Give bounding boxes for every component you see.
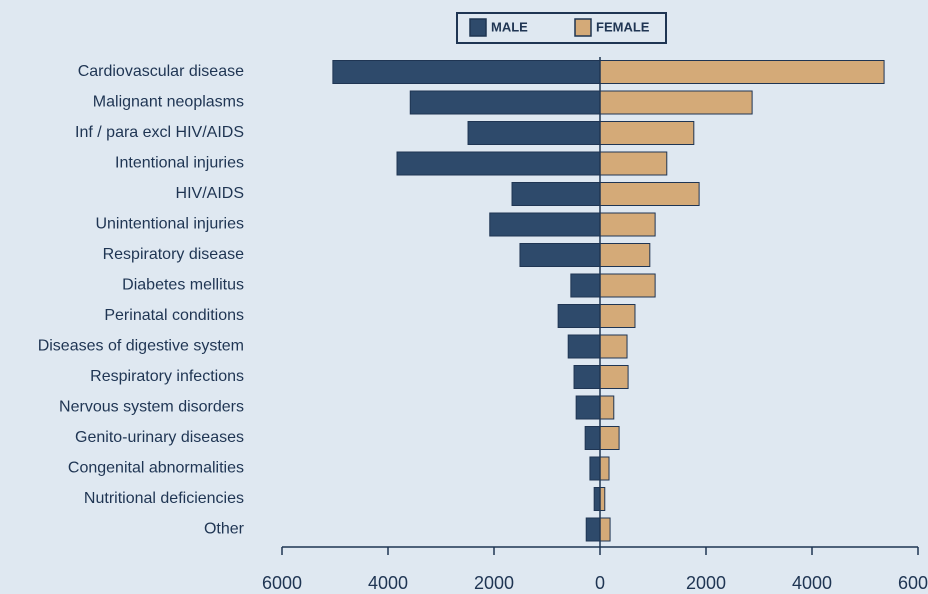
category-label: Unintentional injuries: [95, 216, 244, 233]
category-label: Diseases of digestive system: [38, 338, 244, 355]
category-label: Other: [204, 521, 245, 538]
bar: [599, 395, 615, 420]
category-label: Cardiovascular disease: [78, 63, 244, 80]
bar: [519, 243, 601, 267]
category-label: Inf / para excl HIV/AIDS: [75, 124, 244, 141]
legend-swatch: [574, 18, 592, 37]
category-label: Diabetes mellitus: [122, 277, 244, 294]
x-tick-label: 6000: [262, 573, 302, 593]
bar: [593, 487, 601, 511]
bar: [585, 517, 601, 542]
bar: [584, 426, 601, 450]
x-tick-label: 2000: [474, 573, 514, 593]
legend-label: FEMALE: [596, 19, 650, 34]
bar: [409, 90, 601, 115]
x-tick-label: 4000: [792, 573, 832, 593]
bar: [599, 365, 629, 389]
bar: [567, 334, 601, 359]
bar: [599, 304, 636, 328]
bar: [557, 304, 601, 328]
category-label: Nutritional deficiencies: [84, 490, 244, 507]
x-tick-label: 4000: [368, 573, 408, 593]
bar: [599, 426, 620, 450]
bar: [489, 212, 601, 237]
bar: [599, 243, 651, 267]
bar: [599, 456, 610, 481]
legend-swatch: [469, 18, 487, 37]
bar: [599, 121, 695, 145]
legend: MALE FEMALE: [456, 12, 667, 44]
bar: [599, 273, 656, 298]
bar: [589, 456, 601, 481]
bar: [599, 517, 611, 542]
x-tick-label: 2000: [686, 573, 726, 593]
bar: [511, 182, 601, 206]
x-tick-label: 6000: [898, 573, 928, 593]
bar: [599, 334, 628, 359]
category-label: Intentional injuries: [115, 155, 244, 172]
category-label: HIV/AIDS: [176, 185, 244, 202]
category-label: Respiratory infections: [90, 368, 244, 385]
legend-box: [456, 12, 667, 44]
bar: [570, 273, 601, 298]
legend-label: MALE: [491, 19, 528, 34]
category-label: Perinatal conditions: [104, 307, 244, 324]
bar: [599, 212, 656, 237]
bar: [599, 60, 885, 84]
bar: [599, 90, 753, 115]
bar: [599, 151, 668, 176]
bar: [575, 395, 601, 420]
category-label: Genito-urinary diseases: [75, 429, 244, 446]
category-label: Nervous system disorders: [59, 399, 244, 416]
category-label: Congenital abnormalities: [68, 460, 244, 477]
category-label: Malignant neoplasms: [93, 94, 244, 111]
bar: [573, 365, 601, 389]
bar: [332, 60, 601, 84]
bar: [599, 182, 700, 206]
x-tick-label: 0: [595, 573, 605, 593]
bar: [467, 121, 601, 145]
category-label: Respiratory disease: [103, 246, 245, 263]
bar: [396, 151, 601, 176]
